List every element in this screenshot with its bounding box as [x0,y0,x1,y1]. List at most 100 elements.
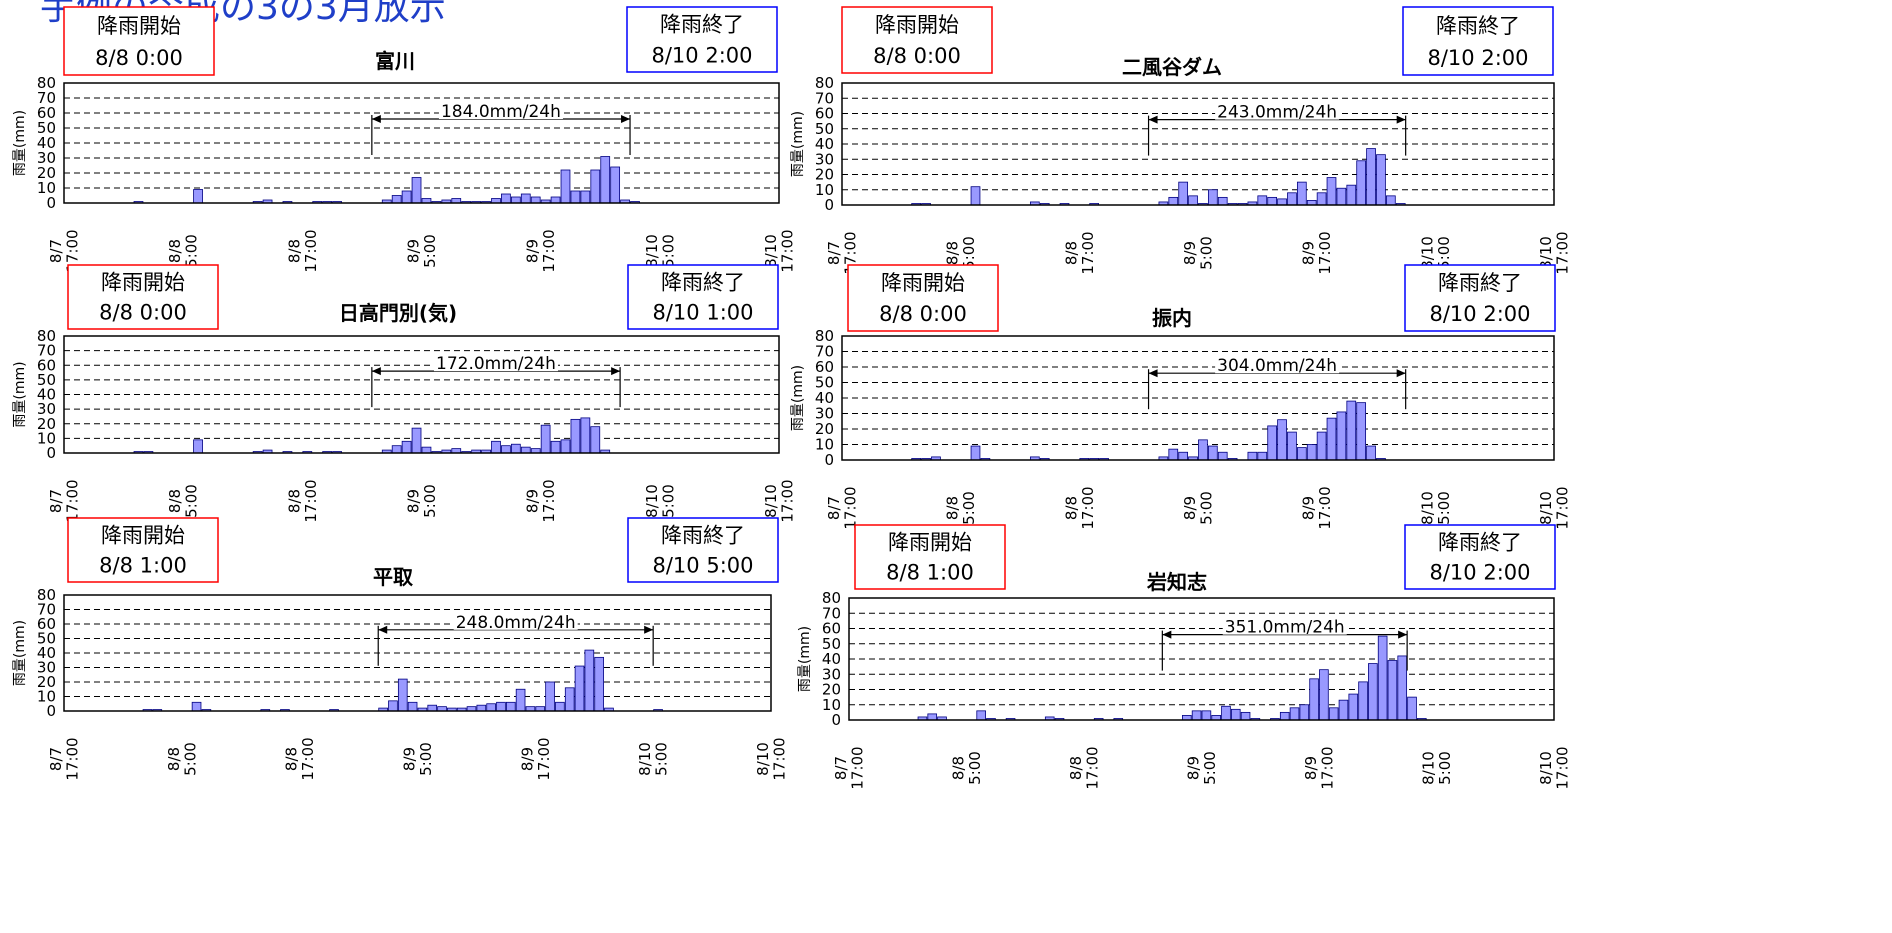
y-tick-label: 50 [37,119,56,137]
rain-start-box-time: 8/8 1:00 [886,560,974,584]
arrow-left-icon [1148,369,1158,378]
x-tick-date: 8/8 [166,239,184,263]
rain-bar [1338,699,1349,721]
rain-start-box-frame [854,524,1006,590]
rain-bar [594,656,604,712]
x-tick-label: 8/717:00 [825,486,860,529]
x-tick-time: 5:00 [181,742,199,776]
x-tick-date: 8/9 [1300,241,1318,265]
y-tick-label: 40 [822,650,841,668]
rain-bar [1207,445,1218,461]
y-axis-label: 雨量(mm) [797,626,813,692]
x-tick-label: 8/1017:00 [1537,486,1572,529]
y-tick-label: 30 [822,665,841,683]
rain-bar [1346,184,1357,206]
arrow-left-icon [371,367,381,376]
rain-start-box-time: 8/8 0:00 [99,300,187,324]
rain-bar [1279,711,1290,721]
x-tick-date: 8/9 [405,489,423,513]
rain-bar [1387,660,1398,721]
rain-bar [1368,663,1378,721]
x-tick-time: 17:00 [1079,486,1097,529]
x-tick-time: 17:00 [302,479,320,522]
rain-bar [427,704,438,712]
x-tick-date: 8/10 [1537,491,1555,525]
x-tick-label: 8/105:00 [1420,751,1455,785]
rain-bar [391,195,402,204]
x-tick-date: 8/7 [825,241,843,265]
rain-bar [1217,196,1228,206]
rain-bar [1168,448,1179,461]
x-tick-time: 17:00 [849,746,867,789]
rain-bar [1377,635,1388,721]
rainfall-chart-2: 降雨開始 8/8 0:00 降雨終了 8/10 1:00 日高門別(気) 01020304… [12,264,797,523]
y-tick-label: 70 [37,342,56,360]
x-tick-date: 8/7 [47,747,65,771]
rain-bar [530,196,541,204]
span-total-label: 304.0mm/24h [1217,356,1337,376]
y-tick-label: 70 [815,343,834,361]
rain-bar [1257,195,1268,206]
y-tick-label: 80 [37,327,56,345]
x-tick-time: 17:00 [540,479,558,522]
x-tick-label: 8/105:00 [1418,236,1453,270]
x-tick-label: 8/917:00 [1302,746,1337,789]
y-tick-label: 50 [815,120,834,138]
rain-bar [1287,192,1297,206]
x-tick-time: 5:00 [960,236,978,270]
rain-bar [1230,708,1241,721]
rain-end-box-title: 降雨終了 [1436,14,1520,38]
rain-bar [1316,431,1327,461]
span-label-bg [1215,357,1340,374]
x-tick-label: 8/917:00 [1300,231,1335,274]
x-tick-time: 5:00 [1201,751,1219,785]
x-tick-label: 8/105:00 [643,234,678,268]
rain-bar [1328,707,1339,721]
rain-bar [550,440,561,454]
y-tick-label: 80 [822,589,841,607]
plot-frame [848,597,1555,721]
rain-end-box-frame [627,517,779,583]
y-tick-label: 50 [815,374,834,392]
rain-bar [580,190,591,204]
x-tick-time: 5:00 [183,484,201,518]
x-tick-label: 8/817:00 [285,229,320,272]
rain-bar [555,701,565,712]
x-tick-time: 5:00 [960,491,978,525]
arrow-left-icon [371,115,381,123]
rain-bar [1366,445,1376,461]
x-tick-label: 8/717:00 [47,479,82,522]
rain-bar [1358,681,1368,721]
rainfall-chart-0: 降雨開始 8/8 0:00 降雨終了 8/10 2:00 富川 0102030405060… [12,6,797,273]
x-tick-label: 8/717:00 [47,229,82,272]
rainfall-chart-4: 降雨開始 8/8 1:00 降雨終了 8/10 5:00 平取 0102030405060… [12,517,789,781]
rain-bar [1207,189,1218,206]
y-tick-label: 50 [37,630,56,648]
rain-bar [1191,710,1202,721]
rain-bar [970,186,981,206]
x-tick-label: 8/917:00 [524,479,559,522]
x-tick-time: 17:00 [779,229,797,272]
y-tick-label: 80 [815,74,834,92]
x-tick-time: 5:00 [183,234,201,268]
rain-bar [496,701,506,712]
y-tick-label: 20 [37,415,56,433]
x-tick-time: 5:00 [1435,491,1453,525]
y-tick-label: 60 [815,105,834,123]
x-tick-label: 8/1017:00 [1537,746,1572,789]
rain-end-box: 降雨終了 8/10 2:00 [626,6,778,73]
rain-start-box-frame [841,6,993,74]
rain-bar [1326,417,1337,461]
y-tick-label: 50 [37,371,56,389]
chart-title: 平取 [373,565,413,589]
rain-bar [501,193,511,204]
rain-bar [1217,451,1228,461]
y-tick-label: 70 [37,601,56,619]
span-total-label: 172.0mm/24h [436,354,556,374]
rain-end-box-time: 8/10 5:00 [653,553,754,577]
rain-start-box-title: 降雨開始 [97,14,181,38]
y-tick-label: 80 [815,327,834,345]
rain-start-box-frame [67,517,219,583]
rain-start-box: 降雨開始 8/8 0:00 [841,6,993,74]
